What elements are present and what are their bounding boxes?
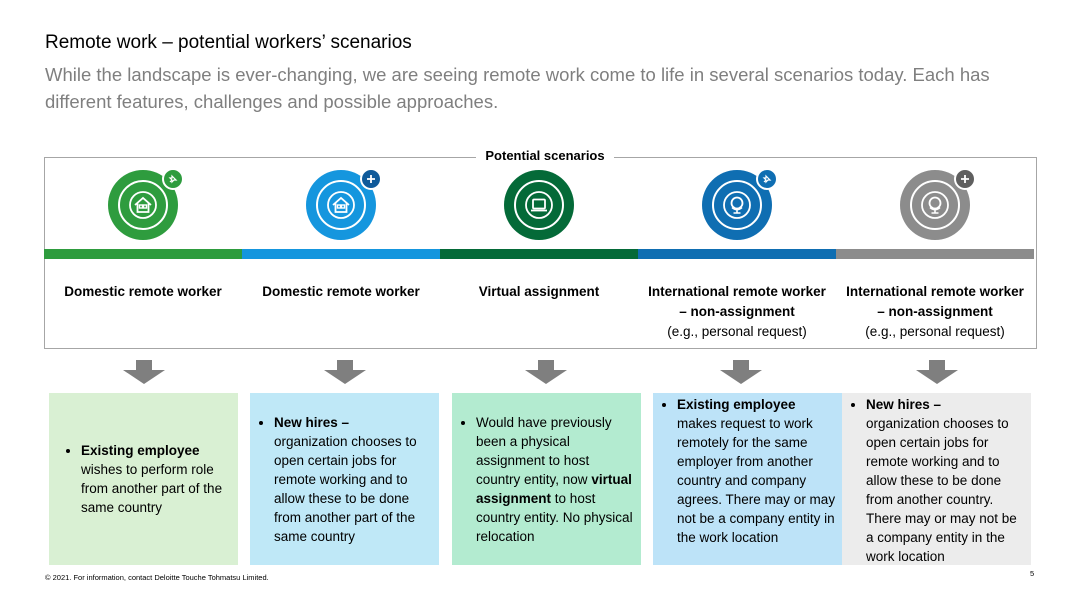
footer-copyright: © 2021. For information, contact Deloitt… (45, 573, 269, 582)
plus-icon (360, 168, 382, 190)
scenario-icon-4 (702, 168, 778, 240)
color-bar-2 (242, 249, 440, 259)
globe-icon (723, 191, 751, 219)
scenario-box-2: New hires –organization chooses to open … (250, 393, 439, 565)
plus-icon (954, 168, 976, 190)
frame-top-line-right (614, 157, 1036, 158)
list-item: Would have previously been a physical as… (476, 413, 635, 546)
scenario-icon-2 (306, 168, 382, 240)
scenario-heading-1: Domestic remote worker (64, 284, 222, 299)
list-item: New hires –organization chooses to open … (866, 395, 1025, 566)
house-icon (129, 191, 157, 219)
page-title: Remote work – potential workers’ scenari… (45, 32, 412, 53)
scenario-box-3: Would have previously been a physical as… (452, 393, 641, 565)
scenario-icon-5 (900, 168, 976, 240)
color-bar-3 (440, 249, 638, 259)
scenario-icon-3 (504, 170, 574, 240)
scenario-heading-4: International remote worker – non-assign… (648, 284, 826, 339)
scenario-icon-1 (108, 168, 184, 240)
down-arrow-icon (525, 360, 567, 384)
list-item: New hires –organization chooses to open … (274, 413, 433, 546)
down-arrow-icon (720, 360, 762, 384)
house-icon (327, 191, 355, 219)
pin-icon (756, 168, 778, 190)
scenario-heading-5: International remote worker – non-assign… (846, 284, 1024, 339)
down-arrow-icon (324, 360, 366, 384)
frame-label: Potential scenarios (476, 148, 614, 163)
laptop-icon (525, 191, 553, 219)
color-bar-4 (638, 249, 836, 259)
color-bar-5 (836, 249, 1034, 259)
pin-icon (162, 168, 184, 190)
color-bar-1 (44, 249, 242, 259)
down-arrow-icon (123, 360, 165, 384)
page-subtitle: While the landscape is ever-changing, we… (45, 64, 990, 112)
page-number: 5 (1030, 569, 1035, 578)
scenario-heading-2: Domestic remote worker (262, 284, 420, 299)
scenario-box-5: New hires –organization chooses to open … (842, 393, 1031, 565)
globe-icon (921, 191, 949, 219)
scenario-heading-3: Virtual assignment (478, 284, 600, 299)
frame-top-line-left (44, 157, 476, 158)
down-arrow-icon (916, 360, 958, 384)
